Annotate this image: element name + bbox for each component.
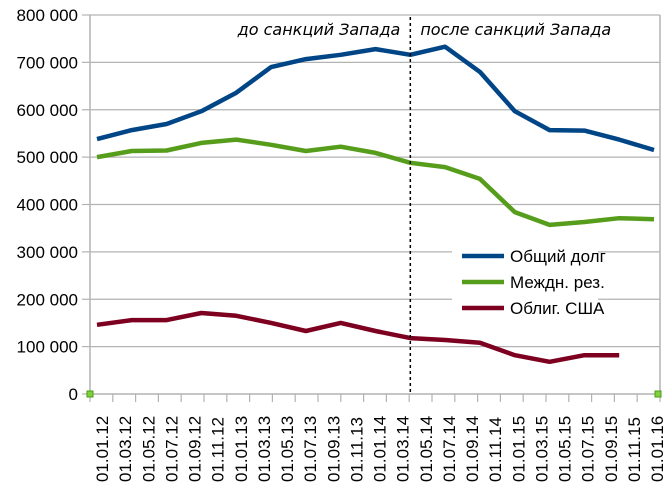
x-tick-label: 01.03.12 <box>116 416 135 482</box>
x-tick-label: 01.05.13 <box>278 416 297 482</box>
x-axis: 01.01.12 01.03.12 01.05.12 01.07.12 01.09.12… <box>89 394 667 482</box>
series-line <box>96 44 655 153</box>
y-tick-label: 800 000 <box>17 6 78 25</box>
legend: Общий долг Междн. рез. Облиг. США <box>452 238 606 330</box>
x-tick-label: 01.07.13 <box>301 416 320 482</box>
y-axis-labels: 0 100 000 200 000 300 000 400 000 500 000 600 … <box>17 6 78 404</box>
x-tick-label: 01.01.15 <box>509 416 528 482</box>
series-line <box>96 137 655 228</box>
y-tick-label: 400 000 <box>17 196 78 215</box>
legend-label: Междн. рез. <box>510 273 605 292</box>
series-line <box>96 310 620 365</box>
x-tick-label: 01.03.14 <box>394 416 413 482</box>
x-tick-label: 01.09.12 <box>186 416 205 482</box>
x-tick-label: 01.09.13 <box>324 416 343 482</box>
y-tick-label: 600 000 <box>17 101 78 120</box>
x-tick-label: 01.11.14 <box>486 417 505 482</box>
x-tick-label: 01.05.15 <box>556 416 575 482</box>
selection-handle-bottom-right[interactable] <box>654 390 662 398</box>
x-tick-label: 01.11.13 <box>347 417 366 482</box>
x-tick-label: 01.05.12 <box>139 416 158 482</box>
y-tick-label: 100 000 <box>17 338 78 357</box>
x-tick-label: 01.11.15 <box>625 417 644 482</box>
x-tick-label: 01.03.15 <box>532 416 551 482</box>
gridlines <box>82 14 661 395</box>
x-tick-label: 01.03.13 <box>255 416 274 482</box>
y-tick-label: 500 000 <box>17 148 78 167</box>
x-tick-label: 01.11.12 <box>209 417 228 482</box>
x-tick-label: 01.09.14 <box>463 416 482 482</box>
x-tick-label: 01.01.14 <box>371 416 390 482</box>
annotation-before-sanctions: до санкций Запада <box>237 20 401 39</box>
x-tick-label: 01.05.14 <box>417 416 436 482</box>
legend-label: Облиг. США <box>510 299 605 318</box>
annotation-after-sanctions: после санкций Запада <box>420 20 611 39</box>
y-tick-label: 200 000 <box>17 290 78 309</box>
x-tick-label: 01.07.12 <box>162 416 181 482</box>
x-tick-label: 01.01.12 <box>93 416 112 482</box>
x-tick-label: 01.07.14 <box>440 416 459 482</box>
x-tick-label: 01.01.16 <box>648 416 667 482</box>
y-tick-label: 0 <box>69 385 78 404</box>
selection-handle-bottom-left[interactable] <box>86 390 94 398</box>
data-series <box>96 44 655 365</box>
y-tick-label: 300 000 <box>17 243 78 262</box>
x-tick-label: 01.07.15 <box>579 416 598 482</box>
annotations: до санкций Запада после санкций Запада <box>237 20 612 39</box>
x-tick-label: 01.01.13 <box>232 416 251 482</box>
x-tick-label: 01.09.15 <box>602 416 621 482</box>
y-tick-label: 700 000 <box>17 53 78 72</box>
legend-label: Общий долг <box>510 247 606 266</box>
